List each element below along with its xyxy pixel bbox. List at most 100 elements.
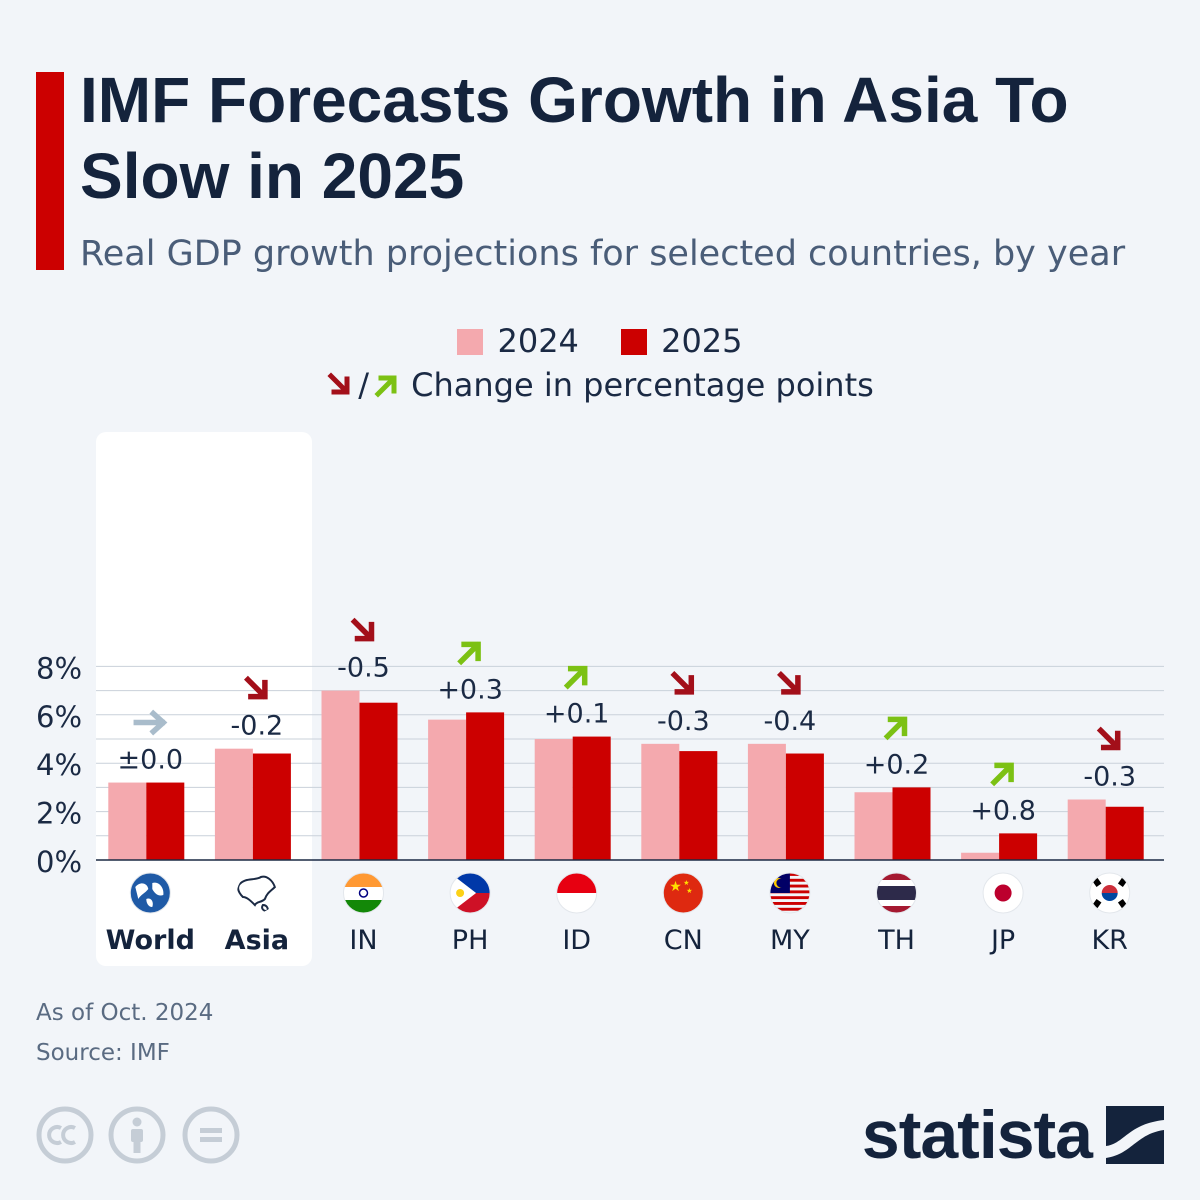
icon-border [556,872,598,914]
india-flag-icon [343,872,384,914]
bar-2025-in [359,702,398,860]
globe-land [135,882,164,907]
icon-shape [450,873,491,913]
bar-2024-th [854,792,893,860]
no-derivatives-icon[interactable] [182,1106,240,1164]
as-of-note: As of Oct. 2024 [36,1000,214,1026]
flag-wheel [358,888,369,898]
bar-2024-jp [961,852,1000,860]
change-label-ph: +0.3 [437,674,503,705]
bar-chart: 0% 2% 4% 6% 8% ±0.0 World -0.2 Asia -0.5 IN +0.3 PH +… [36,432,1164,966]
x-tick-label: MY [770,925,810,956]
down-arrow-icon [777,670,801,695]
flag-band [343,887,384,900]
up-arrow-icon [374,375,397,398]
change-label-in: -0.5 [337,653,390,684]
brand-name: statista [861,1097,1093,1173]
legend: 2024 2025 [0,322,1200,360]
up-arrow-icon [883,716,908,741]
up-arrow-icon [457,641,481,666]
x-tick-label: Asia [225,925,289,956]
globe-icon [129,872,171,914]
x-tick-label: PH [452,925,489,956]
change-label-id: +0.1 [544,699,610,730]
down-arrow-icon [670,670,695,695]
legend-item-2024: 2024 [457,322,579,360]
bar-2025-ph [466,712,505,860]
x-tick-label: JP [989,925,1015,956]
flag-band [876,906,917,913]
flag-crescent-cut [776,878,786,888]
flag-star: ★ [686,887,692,895]
icon-border [982,872,1024,914]
y-tick-label: 6% [36,700,82,734]
up-arrow-icon [990,762,1014,787]
flag-sun-disc [994,884,1012,902]
icon-border [662,872,704,914]
statista-logo-icon [1106,1106,1164,1164]
flag-field [663,873,704,913]
cc-icon[interactable] [36,1106,94,1164]
source-note: Source: IMF [36,1040,170,1066]
flag-band [556,893,597,913]
icon-border [1089,872,1131,914]
icon-border [876,872,917,914]
change-label-asia: -0.2 [231,711,284,742]
icon-border [769,872,811,914]
flag-band [343,900,384,913]
flag-taegeuk [1101,885,1118,893]
bar-2025-world [146,782,185,860]
bar-2024-ph [428,719,467,860]
down-arrow-icon [350,617,375,642]
bar-2025-th [892,787,931,860]
icon-shape [1089,873,1130,913]
bar-2024-kr [1067,799,1106,860]
flag-taegeuk [1101,893,1118,901]
bar-2025-id [572,736,611,860]
y-tick-label: 2% [36,797,82,831]
bar-2025-my [785,753,824,860]
legend-swatch-2024 [457,329,484,355]
bar-2024-id [534,739,573,860]
flag-stripe [769,902,810,905]
x-tick-label: CN [664,925,703,956]
flag-stripe [769,896,810,900]
icon-border [129,872,171,914]
legend-change-label: Change in percentage points [411,366,874,404]
highlight-panel [96,432,312,966]
attribution-icon[interactable] [108,1106,166,1164]
thailand-flag-icon [876,872,917,914]
up-arrow-icon [563,665,588,690]
icon-shape [343,873,384,913]
chart-subtitle: Real GDP growth projections for selected… [80,234,1126,274]
change-label-my: -0.4 [764,706,817,737]
x-tick-label: ID [562,925,591,956]
flag-star: ★ [683,879,689,887]
statista-brand[interactable]: statista [862,1096,1164,1174]
legend-change: / Change in percentage points [0,366,1200,404]
bar-2024-asia [214,748,253,860]
y-tick-label: 0% [36,845,82,879]
change-label-cn: -0.3 [657,706,710,737]
indonesia-flag-icon [556,872,598,914]
chart-title: IMF Forecasts Growth in Asia To Slow in … [80,64,1069,212]
y-tick-label: 8% [36,651,82,685]
icon-shape [983,873,1024,913]
flag-band [556,873,597,893]
malaysia-flag-icon [769,872,811,914]
bar-2025-asia [252,753,291,860]
globe-circle [130,873,171,913]
bar-2025-cn [679,751,718,860]
legend-slash: / [358,366,369,404]
flag-star: ★ [669,879,682,895]
bar-2024-my [747,743,786,860]
flag-stripe [769,907,810,911]
x-tick-label: TH [877,925,915,956]
legend-label-2025: 2025 [661,322,743,360]
china-flag-icon: ★ ★★ [662,872,704,914]
korea-flag-icon [1089,872,1131,914]
down-arrow-icon [327,372,350,395]
icon-border [449,872,491,914]
icon-shape [556,873,597,913]
bar-2025-jp [999,833,1038,860]
